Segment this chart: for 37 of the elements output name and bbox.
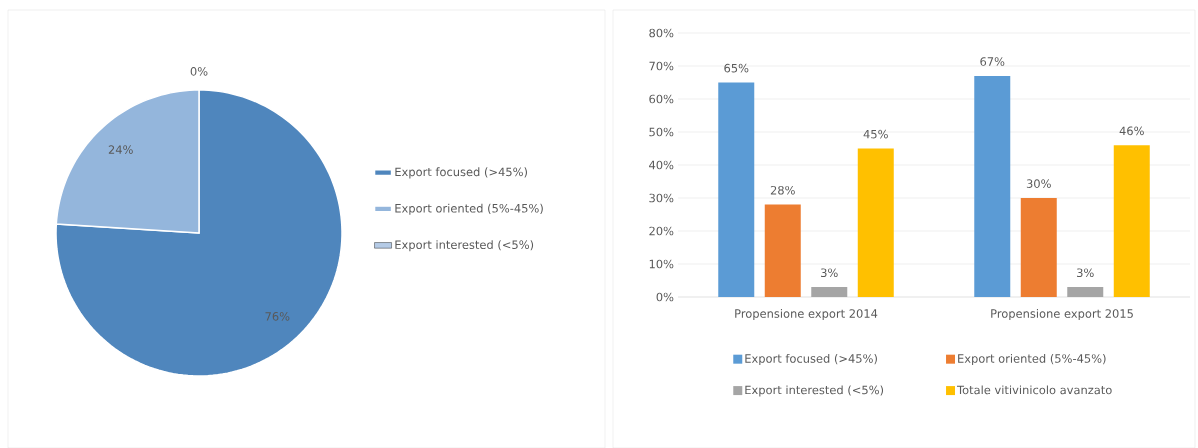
bar [718,82,755,297]
data-label: 30% [1026,179,1051,188]
bar [1067,287,1104,297]
legend-label: Export interested (<5%) [395,240,534,252]
bar [1020,197,1057,297]
legend-label: Export interested (<5%) [745,385,884,397]
legend-label: Totale vitivinicolo avanzato [956,385,1112,395]
bar [764,204,801,297]
y-tick-label: 20% [649,226,674,236]
data-label: 45% [863,129,888,139]
data-label: 67% [980,57,1005,66]
bar [811,287,848,297]
y-tick-label: 30% [649,193,674,203]
data-label: 76% [265,312,290,321]
y-tick-label: 80% [649,28,674,38]
x-tick-label: Propensione export 2015 [991,309,1133,321]
data-label: 3% [821,268,838,278]
legend-label: Export focused (>45%) [395,167,527,179]
data-label: 46% [1119,126,1144,136]
text: 0% [190,67,208,76]
y-tick-label: 60% [649,94,674,104]
legend-label: Export focused (>45%) [745,353,877,366]
bar [974,75,1011,297]
data-label: 3% [1077,268,1094,278]
data-label: 28% [770,185,795,195]
y-tick-label: 0% [656,292,674,302]
y-tick-label: 10% [649,259,674,269]
y-tick-label: 50% [649,127,674,137]
y-tick-label: 40% [649,160,674,170]
y-tick-label: 70% [649,61,674,71]
legend-label: Export oriented (5%-45%) [958,353,1106,366]
x-tick-label: Propensione export 2014 [735,309,878,321]
data-label: 65% [724,63,749,73]
legend-label: Export oriented (5%-45%) [395,203,543,215]
bar [1113,145,1150,297]
bar [857,148,894,297]
data-label: 24% [108,145,133,154]
